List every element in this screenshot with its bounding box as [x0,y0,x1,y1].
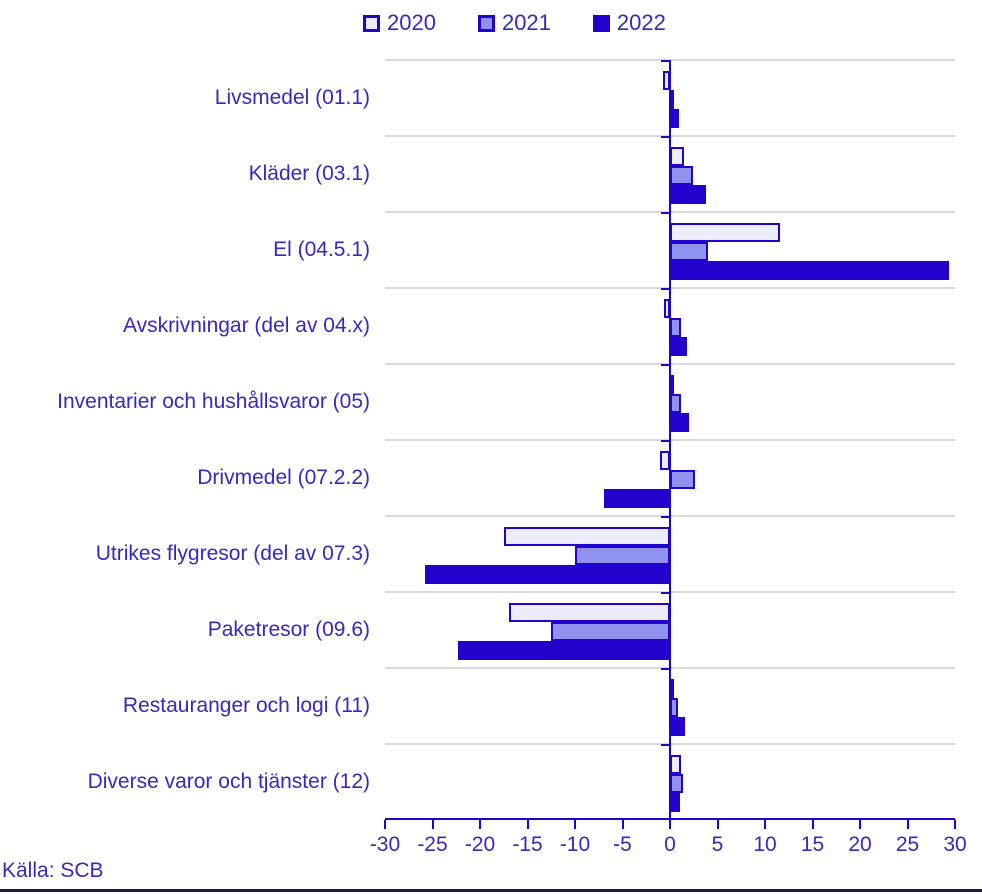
bar-2021 [575,546,670,565]
bar-2020 [508,603,670,622]
x-axis-tick [479,820,481,829]
zero-axis-tick [661,440,670,442]
source-note: Källa: SCB [2,859,104,882]
legend-item-2020: 2020 [363,10,436,36]
bar-2020 [670,755,682,774]
x-axis-tick [716,820,719,829]
zero-axis-tick [661,212,670,214]
zero-axis-tick [661,516,670,518]
bar-2020 [503,527,670,546]
bar-2021 [670,394,682,413]
category-label: Inventarier och hushållsvaror (05) [57,390,370,413]
legend-swatch-2020 [363,14,380,32]
bar-2021 [670,166,693,185]
zero-axis-tick [661,668,670,670]
legend-label: 2022 [616,10,666,35]
legend-item-2022: 2022 [592,10,666,36]
bar-2021 [670,318,682,337]
x-axis-tick [669,820,671,829]
x-axis-tick [764,820,766,829]
x-tick-label: -25 [417,833,448,856]
bar-2022 [670,793,680,812]
x-axis-tick [431,820,434,829]
x-tick-label: -10 [559,833,591,856]
category-label: Kläder (03.1) [248,162,370,185]
bar-2021 [670,774,684,793]
zero-axis-tick [661,136,670,138]
category-label: Utrikes flygresor (del av 07.3) [95,542,370,565]
zero-axis-tick [661,744,670,746]
legend-label: 2021 [501,10,551,35]
legend-item-2021: 2021 [477,10,551,36]
zero-axis-tick [661,592,670,594]
x-tick-label: 15 [800,833,825,856]
x-axis-tick [621,820,624,829]
x-tick-label: 5 [711,833,724,856]
bar-2022 [603,489,670,508]
legend-swatch-2021 [477,14,495,32]
x-tick-label: -15 [512,833,543,856]
bar-2022 [670,413,689,432]
bar-2020 [659,451,670,470]
category-label: Drivmedel (07.2.2) [197,466,370,489]
bar-2021 [670,90,674,109]
bar-2020 [670,679,674,698]
legend: 2020 2021 2022 [363,10,666,36]
x-tick-label: 20 [848,833,872,856]
zero-axis-tick [661,60,670,62]
bar-2022 [670,261,950,280]
plot-area [385,59,955,820]
bar-2021 [670,698,678,717]
bar-2022 [458,641,670,660]
category-label: Paketresor (09.6) [207,618,370,641]
zero-axis-line [669,60,671,820]
legend-swatch-2022 [592,14,610,32]
category-label: Diverse varor och tjänster (12) [87,770,370,793]
x-tick-label: 25 [895,833,920,856]
category-label: Livsmedel (01.1) [214,86,370,109]
category-label: Restauranger och logi (11) [122,694,370,717]
bar-2021 [551,622,670,641]
bar-2021 [670,470,695,489]
x-axis-tick [859,820,861,829]
category-label: Avskrivningar (del av 04.x) [122,314,370,337]
x-axis-tick [954,820,956,829]
x-tick-label: 30 [943,833,967,856]
bar-2020 [670,147,685,166]
x-tick-label: 0 [664,833,676,856]
x-tick-label: -5 [613,833,632,856]
x-axis-tick [384,820,386,829]
zero-axis-tick [661,288,670,290]
bar-2022 [670,109,679,128]
bar-2022 [670,337,688,356]
bar-2021 [670,242,708,261]
x-axis-tick [811,820,814,829]
bottom-rule [0,889,982,892]
category-label: El (04.5.1) [273,238,370,261]
x-tick-label: -30 [369,833,401,856]
x-tick-label: -20 [464,833,496,856]
x-axis-line [385,818,955,820]
bar-2020 [670,223,781,242]
x-axis-tick [526,820,529,829]
bar-2022 [670,717,686,736]
bar-2022 [424,565,670,584]
x-tick-label: 10 [753,833,777,856]
legend-label: 2020 [387,10,436,35]
zero-axis-tick [661,364,670,366]
x-axis-tick [574,820,576,829]
bar-2020 [670,375,674,394]
x-axis-tick [906,820,909,829]
bar-2022 [670,185,707,204]
